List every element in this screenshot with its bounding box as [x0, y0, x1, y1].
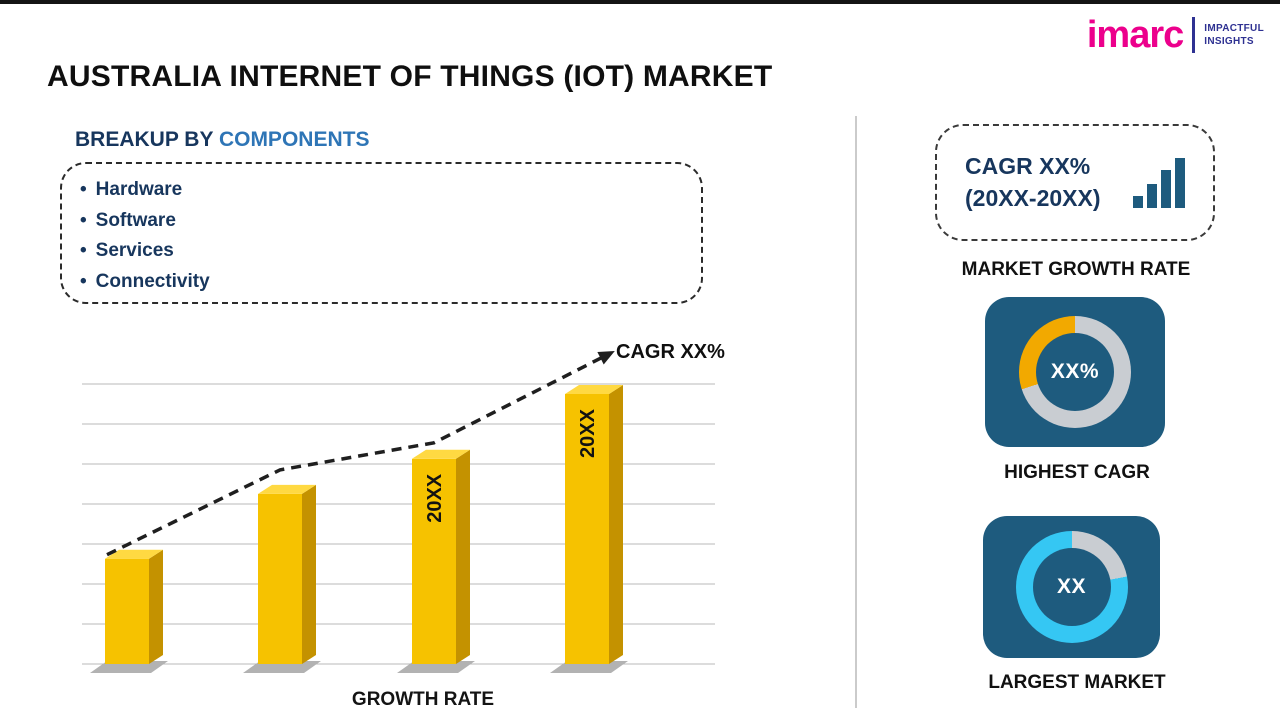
chart-x-axis-label: GROWTH RATE: [351, 689, 495, 710]
cagr-line2: (20XX-20XX): [965, 184, 1101, 211]
largest-market-label: LARGEST MARKET: [988, 672, 1166, 693]
cagr-line1: CAGR XX%: [965, 153, 1091, 180]
list-item-label: Software: [95, 209, 176, 231]
highest-cagr-donut: XX%: [1019, 316, 1131, 428]
list-item: • Connectivity: [80, 267, 683, 298]
bar-label: 20XX: [577, 408, 599, 458]
imarc-logo: imarc IMPACTFUL INSIGHTS: [1087, 16, 1264, 54]
growth-rate-chart: 20XX 20XX CAGR XX% GROWTH RATE: [60, 339, 725, 711]
largest-market-value: XX: [1056, 575, 1086, 598]
logo-divider: [1192, 17, 1196, 53]
breakup-heading-highlight: COMPONENTS: [218, 128, 370, 151]
highest-cagr-tile: XX%: [985, 297, 1165, 447]
largest-market-donut: XX: [1015, 531, 1128, 643]
bullet-icon: •: [80, 270, 87, 292]
brand-wordmark: imarc: [1086, 14, 1184, 56]
bar-chart-canvas: 20XX 20XX: [82, 351, 715, 673]
largest-market-tile: XX: [983, 516, 1160, 658]
market-growth-rate-label: MARKET GROWTH RATE: [961, 259, 1191, 280]
bullet-icon: •: [80, 209, 87, 231]
list-item-label: Connectivity: [95, 270, 210, 292]
vertical-divider: [855, 116, 857, 708]
list-item: • Software: [80, 206, 683, 237]
highest-cagr-value: XX%: [1050, 360, 1100, 383]
bullet-icon: •: [80, 179, 87, 200]
list-item: • Hardware: [80, 175, 683, 206]
components-box: • Hardware • Software • Services • Connectivity: [60, 162, 703, 304]
logo-tagline-line2: INSIGHTS: [1204, 36, 1254, 47]
bar-label: 20XX: [424, 473, 446, 523]
highest-cagr-label: HIGHEST CAGR: [1004, 462, 1150, 483]
bullet-icon: •: [80, 240, 87, 261]
growth-bars-icon: [1133, 157, 1185, 208]
list-item-label: Hardware: [95, 179, 183, 200]
list-item-label: Services: [95, 240, 174, 261]
list-item: • Services: [80, 236, 683, 267]
components-list: • Hardware • Software • Services • Connectivity: [80, 175, 683, 297]
page-title: AUSTRALIA INTERNET OF THINGS (IOT) MARKE…: [47, 60, 773, 93]
breakup-heading-prefix: BREAKUP BY: [75, 128, 219, 151]
cagr-summary-box: CAGR XX% (20XX-20XX): [935, 124, 1215, 241]
logo-tagline: IMPACTFUL INSIGHTS: [1204, 22, 1264, 48]
cagr-summary-text: CAGR XX% (20XX-20XX): [965, 151, 1101, 213]
cagr-trend-label: CAGR XX%: [616, 341, 725, 363]
breakup-heading: BREAKUP BY COMPONENTS: [75, 128, 369, 152]
logo-tagline-line1: IMPACTFUL: [1204, 23, 1264, 34]
